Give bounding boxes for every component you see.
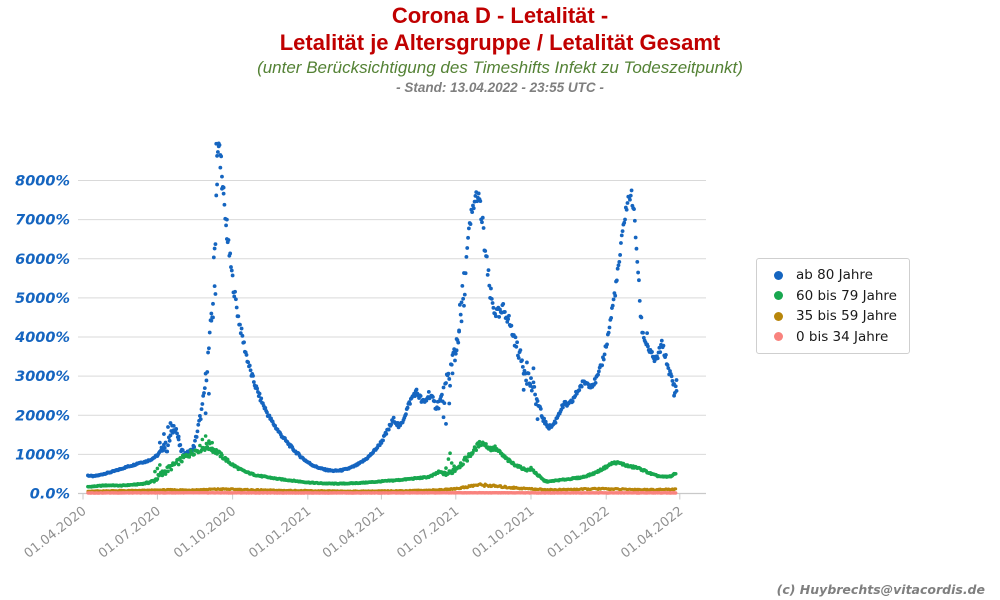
legend-marker-dot-icon bbox=[774, 332, 783, 342]
y-tick-label: 0.0% bbox=[30, 487, 70, 503]
legend: ab 80 Jahre 60 bis 79 Jahre 35 bis 59 Ja… bbox=[756, 258, 910, 354]
x-tick-label: 01.04.2021 bbox=[320, 504, 388, 562]
legend-marker-dot-icon bbox=[774, 270, 783, 280]
x-tick-label: 01.01.2022 bbox=[545, 504, 613, 562]
legend-item-label: 0 bis 34 Jahre bbox=[796, 328, 889, 345]
x-tick-label: 01.01.2021 bbox=[246, 504, 314, 562]
x-tick-label: 01.04.2022 bbox=[618, 504, 686, 562]
y-tick-label: 7000% bbox=[15, 213, 70, 229]
credit-text: (c) Huybrechts@vitacordis.de bbox=[776, 582, 985, 597]
y-tick-label: 2000% bbox=[15, 408, 70, 424]
series-0-bis-34-jahre bbox=[86, 490, 678, 495]
legend-marker-dot-icon bbox=[774, 311, 783, 321]
legend-item-label: ab 80 Jahre bbox=[796, 267, 873, 284]
y-tick-label: 6000% bbox=[15, 252, 70, 268]
y-tick-label: 4000% bbox=[14, 330, 70, 346]
x-tick-label: 01.07.2021 bbox=[394, 504, 462, 562]
legend-item: 35 bis 59 Jahre bbox=[757, 306, 909, 327]
x-tick-label: 01.10.2021 bbox=[470, 504, 538, 562]
series-ab-80-jahre bbox=[86, 141, 679, 479]
legend-item-label: 35 bis 59 Jahre bbox=[796, 308, 897, 325]
legend-item-label: 60 bis 79 Jahre bbox=[796, 287, 897, 304]
legend-item: 0 bis 34 Jahre bbox=[757, 327, 909, 348]
series-60-bis-79-jahre bbox=[86, 434, 678, 489]
title-line-2: Letalität je Altersgruppe / Letalität Ge… bbox=[279, 30, 721, 55]
legend-marker-dot-icon bbox=[774, 291, 783, 301]
chart-subtitle: (unter Berücksichtigung des Timeshifts I… bbox=[257, 58, 743, 77]
y-tick-label: 3000% bbox=[15, 369, 70, 385]
y-tick-label: 8000% bbox=[15, 174, 70, 190]
y-tick-label: 5000% bbox=[15, 291, 70, 307]
y-tick-label: 1000% bbox=[15, 447, 70, 463]
legend-item: 60 bis 79 Jahre bbox=[757, 286, 909, 307]
chart-title: Corona D - Letalität - Letalität je Alte… bbox=[0, 2, 1000, 56]
legend-item: ab 80 Jahre bbox=[757, 265, 909, 286]
x-tick-label: 01.10.2020 bbox=[171, 504, 239, 562]
x-tick-label: 01.07.2020 bbox=[96, 504, 164, 562]
title-line-1: Corona D - Letalität - bbox=[391, 3, 609, 28]
x-tick-label: 01.04.2020 bbox=[22, 504, 90, 562]
stand-line: - Stand: 13.04.2022 - 23:55 UTC - bbox=[396, 80, 604, 95]
